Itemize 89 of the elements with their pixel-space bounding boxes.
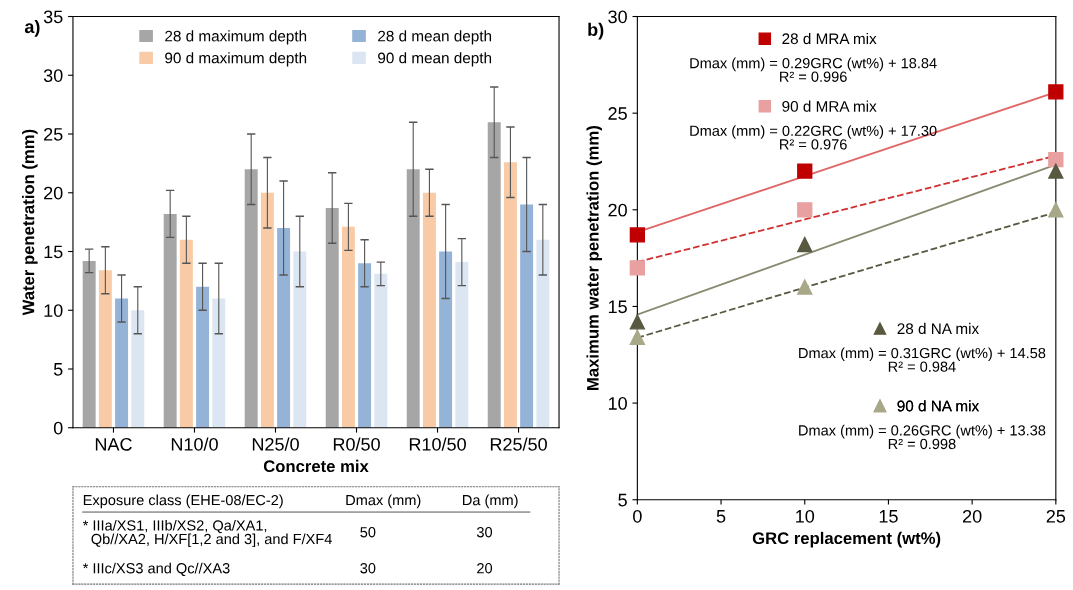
point: [629, 314, 646, 330]
y-tick-label: 20: [44, 186, 63, 200]
bar: [374, 273, 388, 428]
text: * IIIc/XS3 and Qc//XA3: [82, 562, 230, 577]
x-tick-label: 10: [796, 509, 815, 523]
point: [1048, 163, 1064, 179]
bar: [82, 260, 96, 428]
y-tick-label: 30: [608, 10, 627, 24]
x-tick-label: R10/50: [409, 437, 466, 451]
point: [1048, 84, 1064, 100]
x-tick-label: R0/50: [333, 437, 380, 451]
point: [797, 279, 813, 295]
bar: [196, 286, 210, 428]
y-tick-label: 10: [608, 397, 627, 410]
legend-label: 28 d MRA mix: [782, 32, 877, 45]
y-tick-label: 5: [618, 493, 627, 507]
bar: [503, 162, 517, 428]
x-tick-label: N25/0: [252, 437, 299, 451]
bar: [487, 122, 501, 428]
point: [1048, 151, 1064, 168]
text: Exposure class (EHE-08/EC-2): [83, 494, 283, 509]
y-tick-label: 0: [53, 421, 63, 435]
text: Dmax (mm): [346, 494, 421, 509]
x-tick-label: R25/50: [490, 437, 547, 451]
point: [797, 163, 813, 179]
bar: [98, 270, 112, 428]
x-tick-label: N10/0: [171, 437, 218, 451]
text: 20: [477, 563, 493, 574]
x-tick-label: 0: [633, 509, 642, 523]
y-axis-title: Water penetration (mm): [22, 129, 38, 316]
chart-title: b): [588, 22, 604, 40]
legend-label: 28 d maximum depth: [165, 30, 307, 45]
annotation: Dmax (mm) = 0.22GRC (wt%) + 17.30 R² = 0.976: [690, 125, 937, 150]
point: [797, 202, 813, 218]
bar: [277, 228, 291, 428]
y-tick-label: 5: [53, 363, 63, 376]
y-tick-label: 25: [608, 107, 627, 120]
y-tick-label: 15: [608, 300, 627, 314]
point: [629, 227, 646, 243]
bar: [131, 310, 145, 428]
y-tick-label: 35: [43, 10, 63, 24]
bar: [520, 204, 534, 428]
x-tick-label: 15: [879, 510, 898, 523]
x-tick-label: 25: [1046, 509, 1066, 523]
bar: [293, 251, 307, 428]
point: [1048, 202, 1064, 218]
bar: [439, 251, 453, 428]
text: 30: [360, 563, 376, 574]
y-tick-label: 30: [43, 69, 63, 82]
bar: [325, 208, 339, 428]
bar: [406, 169, 420, 428]
legend-label: 90 d mean depth: [378, 52, 492, 67]
bar: [212, 298, 226, 428]
legend-label: 90 d maximum depth: [165, 52, 307, 67]
x-axis-title: Concrete mix: [263, 459, 369, 473]
bar: [244, 169, 258, 428]
bar: [115, 298, 129, 428]
y-axis-title: Maximum water penetration (mm): [586, 126, 602, 390]
x-tick-label: 5: [716, 510, 726, 523]
text: * IIIa/XS1, IIIb/XS2, Qa/XA1, Qb//XA2, H/XF[1,2 and 3], and F/XF4: [82, 519, 332, 548]
chart-title: a): [24, 19, 40, 37]
legend-label: 28 d NA mix: [897, 322, 979, 335]
bar: [455, 262, 469, 428]
y-tick-label: 10: [44, 304, 63, 317]
x-tick-label: NAC: [95, 437, 132, 451]
y-tick-label: 15: [44, 245, 63, 259]
annotation: Dmax (mm) = 0.29GRC (wt%) + 18.84 R² = 0.996: [690, 57, 937, 82]
bar: [163, 213, 177, 428]
annotation: Dmax (mm) = 0.26GRC (wt%) + 13.38 R² = 0.998: [799, 424, 1046, 450]
text: Da (mm): [463, 494, 518, 509]
text: 50: [360, 527, 376, 538]
text: 30: [476, 527, 493, 538]
annotation: Dmax (mm) = 0.31GRC (wt%) + 14.58 R² = 0.984: [799, 347, 1046, 372]
legend-label: 90 d NA mix: [897, 400, 979, 412]
y-tick-label: 20: [608, 203, 627, 217]
point: [797, 236, 813, 253]
legend-label: 90 d MRA mix: [782, 100, 877, 112]
bar: [260, 192, 274, 428]
legend-label: 28 d mean depth: [378, 30, 492, 45]
bar: [179, 239, 193, 428]
point: [629, 260, 646, 276]
y-tick-label: 25: [44, 127, 63, 141]
bar: [358, 263, 372, 428]
bar: [536, 239, 550, 428]
x-axis-title: GRC replacement (wt%): [752, 531, 941, 548]
bar: [341, 226, 355, 428]
point: [629, 329, 646, 346]
bar: [422, 192, 436, 428]
x-tick-label: 20: [963, 509, 982, 523]
